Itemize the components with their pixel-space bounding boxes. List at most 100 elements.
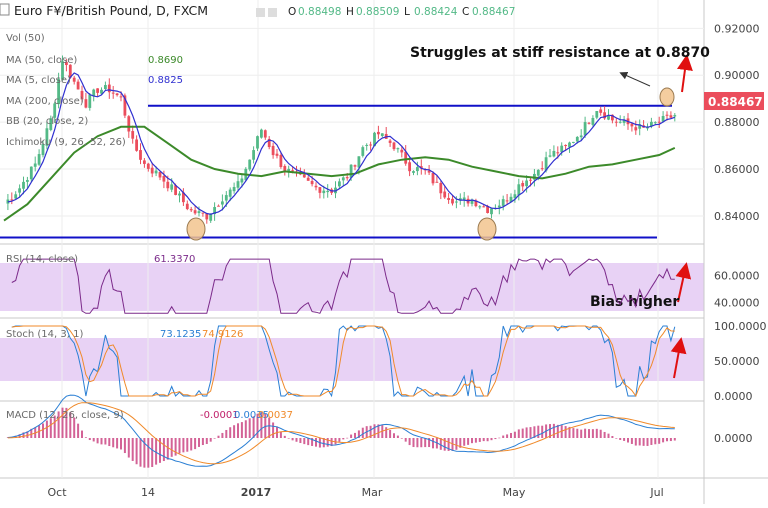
ohlc-value: 0.88509 xyxy=(356,6,399,18)
candle-body xyxy=(209,213,213,221)
macd-bar xyxy=(673,438,676,441)
candle-body xyxy=(478,206,482,208)
time-tick: 14 xyxy=(141,486,155,499)
candle-body xyxy=(665,114,669,116)
candle-body xyxy=(380,133,384,137)
macd-bar xyxy=(18,434,21,438)
macd-bar xyxy=(513,431,516,438)
candle-body xyxy=(162,175,166,182)
macd-line xyxy=(7,394,675,467)
macd-bar xyxy=(599,429,602,438)
macd-bar xyxy=(525,427,528,438)
macd-bar xyxy=(287,438,290,439)
candle-body xyxy=(302,174,306,178)
macd-bar xyxy=(225,429,228,438)
candle-body xyxy=(88,94,92,108)
support-touch-circle xyxy=(477,217,497,241)
macd-bar xyxy=(420,438,423,448)
macd-bar xyxy=(642,438,645,446)
legend-value: 0.8690 xyxy=(148,55,183,66)
macd-bar xyxy=(467,438,470,445)
macd-signal-line xyxy=(7,402,675,465)
time-tick: May xyxy=(503,486,526,499)
candle-body xyxy=(595,111,599,118)
macd-bar xyxy=(603,431,606,438)
macd-bar xyxy=(303,438,306,445)
price-tick: 0.84000 xyxy=(714,210,760,223)
candle-body xyxy=(412,171,415,173)
macd-bar xyxy=(104,438,107,445)
macd-bar xyxy=(424,438,427,448)
candle-body xyxy=(135,139,138,151)
candle-body xyxy=(587,122,591,124)
collapse-icon[interactable] xyxy=(0,3,10,16)
macd-tick: 0.0000 xyxy=(714,432,753,445)
macd-bar xyxy=(607,433,610,438)
macd-bar xyxy=(237,423,239,438)
stoch-value-k: 73.1235 xyxy=(160,329,201,340)
macd-bar xyxy=(494,438,497,440)
macd-bar xyxy=(439,438,442,450)
candle-body xyxy=(470,199,474,204)
macd-bar xyxy=(272,422,275,438)
candle-body xyxy=(349,164,353,178)
candle-body xyxy=(490,208,493,215)
candle-body xyxy=(193,210,197,214)
pointer-arrow xyxy=(619,71,651,87)
candle-body xyxy=(462,197,466,200)
macd-bar xyxy=(112,438,115,448)
macd-bar xyxy=(568,426,571,438)
macd-legend-label: MACD (12, 26, close, 9) xyxy=(6,410,124,421)
macd-bar xyxy=(307,438,310,446)
stoch-band xyxy=(0,338,704,381)
price-tick: 0.92000 xyxy=(714,22,760,35)
macd-bar xyxy=(638,438,641,446)
candle-body xyxy=(182,192,185,203)
macd-bar xyxy=(393,433,395,438)
candle-body xyxy=(22,181,25,189)
candle-body xyxy=(228,189,232,197)
eye-icon[interactable] xyxy=(256,8,265,17)
macd-bar xyxy=(233,425,236,438)
candle-body xyxy=(400,149,404,153)
candle-body xyxy=(256,136,259,149)
macd-bar xyxy=(564,426,567,438)
candle-body xyxy=(127,116,131,132)
macd-bar xyxy=(486,438,489,442)
candle-body xyxy=(536,169,540,176)
candle-body xyxy=(482,206,486,208)
stoch-k-line xyxy=(11,325,676,398)
macd-bar xyxy=(178,438,181,454)
candle-body xyxy=(618,121,622,123)
candle-body xyxy=(267,138,271,148)
candle-body xyxy=(517,184,521,196)
candle-body xyxy=(271,145,275,156)
time-tick: Jul xyxy=(649,486,663,499)
candle-body xyxy=(638,124,642,129)
main-legend: Vol (50) MA (50, close) 0.8690 MA (5, close… xyxy=(6,33,183,148)
legend-item: BB (20, close, 2) xyxy=(6,116,88,127)
macd-bar xyxy=(194,438,197,450)
macd-bar xyxy=(669,438,672,442)
candle-body xyxy=(377,131,380,135)
macd-bar xyxy=(299,438,302,444)
macd-bar xyxy=(73,417,76,438)
macd-bar xyxy=(654,438,657,445)
macd-bar xyxy=(354,432,356,438)
candle-body xyxy=(143,160,146,164)
candle-body xyxy=(260,129,263,138)
candle-body xyxy=(373,132,376,147)
macd-bar xyxy=(474,438,477,443)
candle-body xyxy=(123,95,127,116)
settings-icon[interactable] xyxy=(268,8,277,17)
macd-bar xyxy=(162,438,165,462)
ohlc-key: C xyxy=(462,6,469,18)
macd-bar xyxy=(412,438,415,448)
macd-bar xyxy=(611,436,614,438)
legend-item: Vol (50) xyxy=(6,33,45,44)
legend-item: MA (50, close) xyxy=(6,55,77,66)
macd-bar xyxy=(26,431,29,438)
